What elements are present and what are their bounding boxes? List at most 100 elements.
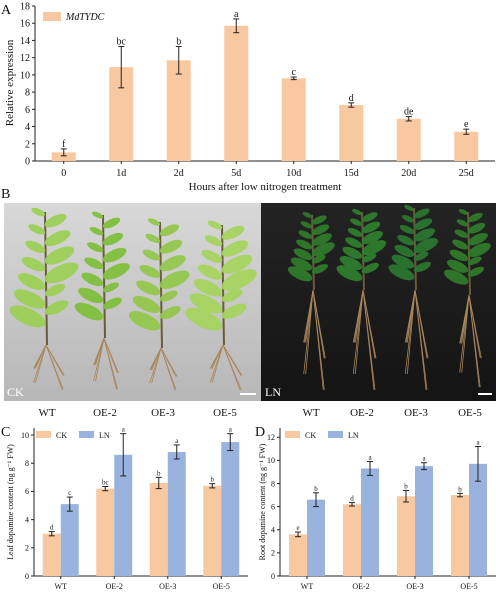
bar-mdtydc-5d [224,25,249,161]
x-tick-label: WT [301,582,314,591]
bar-mdtydc-25d [454,131,479,161]
significance-letter: b [157,469,161,477]
significance-letter: a [234,9,239,20]
bar-mdtydc-2d [166,60,191,161]
legend-label-ln-d: LN [348,431,359,440]
scale-bar-ck [240,393,256,395]
y-tick-label: 0 [25,572,29,581]
legend-swatch-mdtydc [43,12,61,21]
x-tick-label: OE-2 [106,582,123,591]
panel-a-label: A [1,3,12,18]
y-tick-label: 8 [25,88,30,99]
y-tick-label: 18 [20,2,30,13]
x-tick-label: 1d [116,168,126,179]
significance-letter: d [50,524,54,532]
plant-oe5-ln [443,209,491,388]
plant-oe5-ck [185,220,257,390]
bar-mdtydc-10d [281,78,306,161]
plant-label-oe5-ln: OE-5 [458,407,482,419]
plant-label-oe2-ck: OE-2 [93,407,117,419]
plant-oe3-ck [128,218,190,390]
plant-label-wt-ck: WT [38,407,55,419]
bar-ck-wt [42,533,61,576]
plant-wt-ln [287,212,335,390]
significance-letter: bc [117,36,127,47]
x-tick-label: 0 [61,168,66,179]
bar-ck-oe-5 [451,495,469,576]
bar-ln-oe-5 [469,463,487,576]
y-tick-label: 6 [25,487,29,496]
y-tick-label: 6 [271,502,275,511]
photo-ck-label: CK [7,385,24,399]
plant-label-oe3-ck: OE-3 [151,407,175,419]
x-tick-label: OE-5 [460,582,477,591]
bar-ln-wt [307,499,325,576]
y-tick-label: 2 [271,549,275,558]
scale-bar-ln [478,393,492,395]
bar-mdtydc-15d [339,105,364,161]
legend-swatch-ln-d [328,431,343,438]
bar-ck-oe-3 [149,482,168,576]
significance-letter: c [292,67,297,78]
legend-label-ck-c: CK [56,431,67,440]
significance-letter: bc [102,478,109,486]
y-tick-label: 12 [267,433,275,442]
significance-letter: a [122,426,126,434]
x-tick-label: OE-2 [352,582,369,591]
significance-letter: e [464,119,469,130]
y-axis-label-d: Root dopamine content (ng g⁻¹ FW) [258,443,267,560]
y-tick-label: 2 [25,544,29,553]
significance-letter: b [458,485,462,493]
panel-c-label: C [1,425,10,440]
bar-ln-oe-2 [114,454,133,576]
panel-d-label: D [255,425,265,440]
bar-ck-oe-3 [397,496,415,576]
significance-letter: b [404,482,408,490]
y-tick-label: 4 [25,122,30,133]
significance-letter: c [68,489,71,497]
x-tick-label: 15d [344,168,359,179]
significance-letter: d [350,495,354,503]
legend-label-ck-d: CK [305,431,316,440]
significance-letter: a [422,455,426,463]
y-axis-label-c: Leaf dopamine content (ng g⁻¹ FW) [6,444,15,560]
bar-ck-oe-5 [203,485,222,576]
plant-oe3-ln [388,204,439,390]
y-axis-label-a: Relative expression [4,39,16,126]
legend-swatch-ln-c [79,431,94,438]
x-tick-label: 5d [231,168,241,179]
plant-label-wt-ln: WT [302,407,319,419]
panel-c: C Leaf dopamine content (ng g⁻¹ FW) CK L… [1,425,248,591]
y-tick-label: 0 [25,157,30,168]
significance-letter: a [175,437,179,445]
x-tick-label: WT [55,582,68,591]
x-tick-label: OE-3 [406,582,423,591]
y-tick-label: 6 [25,105,30,116]
significance-letter: b [314,485,318,493]
plant-label-oe3-ln: OE-3 [404,407,428,419]
y-tick-label: 4 [25,515,29,524]
panel-a: A Relative expression Hours after low ni… [1,2,495,193]
x-tick-label: 10d [286,168,301,179]
bar-mdtydc-0 [51,152,76,161]
bar-ln-oe-2 [361,468,379,576]
x-tick-label: 25d [459,168,474,179]
y-tick-label: 8 [25,459,29,468]
bar-ln-wt [60,504,79,576]
panel-d: D Root dopamine content (ng g⁻¹ FW) CK L… [255,425,496,591]
significance-letter: de [404,107,414,118]
y-tick-label: 10 [20,70,30,81]
bar-mdtydc-20d [396,118,421,161]
bar-ln-oe-3 [415,466,433,576]
plant-oe2-ck [74,211,130,390]
bar-ln-oe-3 [167,451,186,576]
bar-ck-oe-2 [343,504,361,576]
plant-oe2-ln [336,208,387,390]
y-tick-label: 0 [271,572,275,581]
y-tick-label: 14 [20,36,30,47]
y-tick-label: 16 [20,19,30,30]
significance-letter: a [229,426,233,434]
legend-swatch-ck-c [36,431,51,438]
significance-letter: f [62,139,66,150]
